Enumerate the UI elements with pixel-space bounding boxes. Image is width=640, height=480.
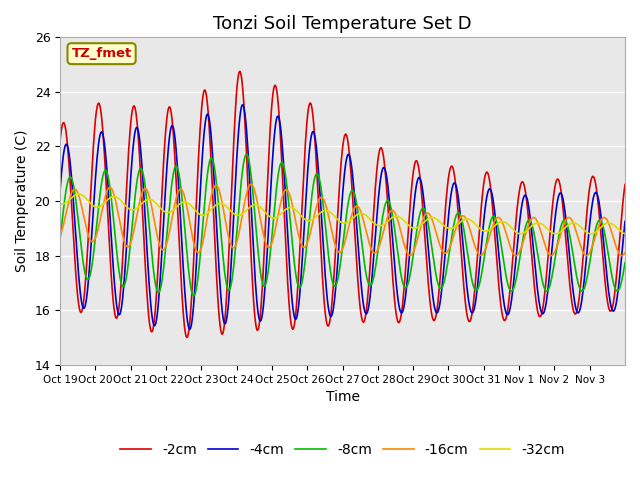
-2cm <box>403 256 410 262</box>
-32cm <box>402 219 410 225</box>
Legend: -2cm, -4cm, -8cm, -16cm, -32cm: -2cm, -4cm, -8cm, -16cm, -32cm <box>115 437 570 462</box>
-32cm <box>227 208 235 214</box>
-8cm <box>123 274 131 280</box>
-32cm <box>255 203 263 209</box>
-2cm <box>123 186 131 192</box>
-8cm <box>243 151 250 157</box>
Line: -8cm: -8cm <box>60 154 625 296</box>
-2cm <box>621 182 629 188</box>
-2cm <box>227 202 235 207</box>
-8cm <box>403 285 410 290</box>
Line: -32cm: -32cm <box>60 194 625 234</box>
-8cm <box>189 293 197 299</box>
-4cm <box>56 186 64 192</box>
-8cm <box>277 160 285 166</box>
Title: Tonzi Soil Temperature Set D: Tonzi Soil Temperature Set D <box>213 15 472 33</box>
-4cm <box>227 264 235 269</box>
-32cm <box>433 216 441 222</box>
-2cm <box>236 69 244 74</box>
-32cm <box>516 231 524 237</box>
-2cm <box>183 335 191 340</box>
X-axis label: Time: Time <box>326 390 360 404</box>
-4cm <box>186 326 194 332</box>
Y-axis label: Soil Temperature (C): Soil Temperature (C) <box>15 130 29 272</box>
-4cm <box>123 245 131 251</box>
-32cm <box>75 191 83 197</box>
-16cm <box>433 234 441 240</box>
-4cm <box>277 130 285 135</box>
-2cm <box>256 318 264 324</box>
-2cm <box>56 137 64 143</box>
-16cm <box>276 202 284 207</box>
-4cm <box>239 102 246 108</box>
-8cm <box>621 260 629 265</box>
-16cm <box>621 250 629 255</box>
-16cm <box>227 240 234 246</box>
-4cm <box>256 318 264 324</box>
-4cm <box>403 287 410 293</box>
Line: -2cm: -2cm <box>60 72 625 337</box>
-8cm <box>434 281 442 287</box>
Text: TZ_fmet: TZ_fmet <box>72 47 132 60</box>
-8cm <box>256 264 264 269</box>
-16cm <box>402 246 410 252</box>
-4cm <box>621 218 629 224</box>
-16cm <box>512 253 520 259</box>
-16cm <box>123 243 131 249</box>
Line: -4cm: -4cm <box>60 105 625 329</box>
-32cm <box>276 212 284 217</box>
-4cm <box>434 309 442 314</box>
-16cm <box>56 232 64 238</box>
-32cm <box>124 204 131 210</box>
-16cm <box>247 181 255 187</box>
-32cm <box>621 231 629 237</box>
Line: -16cm: -16cm <box>60 184 625 256</box>
-2cm <box>434 299 442 305</box>
-32cm <box>56 201 64 206</box>
-2cm <box>277 146 285 152</box>
-8cm <box>56 235 64 241</box>
-8cm <box>227 282 235 288</box>
-16cm <box>255 208 263 214</box>
